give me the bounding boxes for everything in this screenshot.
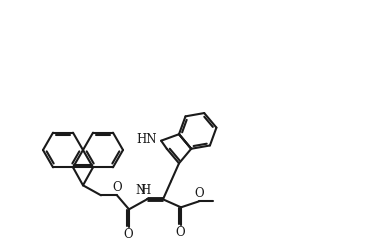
Text: O: O xyxy=(194,187,204,200)
Text: HN: HN xyxy=(137,133,157,146)
Text: O: O xyxy=(112,181,122,194)
Text: O: O xyxy=(123,228,133,241)
Text: N: N xyxy=(136,184,146,197)
Text: H: H xyxy=(140,184,150,197)
Text: O: O xyxy=(175,226,185,239)
